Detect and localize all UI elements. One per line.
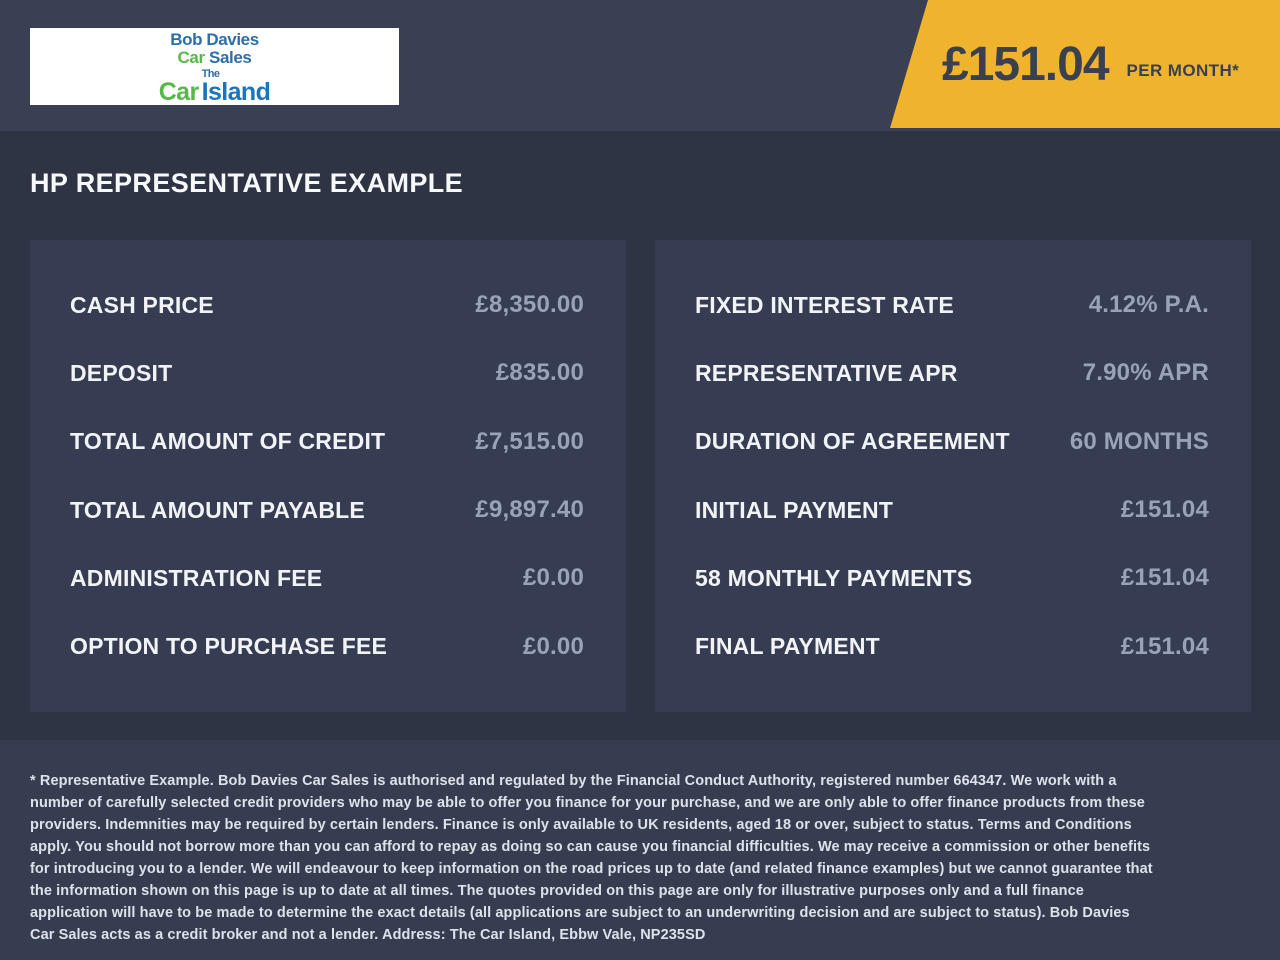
logo-line-the-car-island: Car The Island bbox=[158, 67, 271, 106]
row-value: £8,350.00 bbox=[475, 291, 584, 319]
row-label: DEPOSIT bbox=[70, 359, 173, 386]
row-value: £7,515.00 bbox=[475, 427, 584, 455]
logo-line-car-sales: Car Sales bbox=[178, 49, 252, 66]
table-row: TOTAL AMOUNT OF CREDIT £7,515.00 bbox=[70, 408, 584, 476]
row-label: TOTAL AMOUNT OF CREDIT bbox=[70, 428, 386, 455]
row-label: FIXED INTEREST RATE bbox=[695, 291, 954, 318]
row-label: 58 MONTHLY PAYMENTS bbox=[695, 564, 973, 591]
logo-text-island: Island bbox=[201, 77, 271, 106]
row-value: 60 MONTHS bbox=[1069, 427, 1209, 455]
logo-text-sales: Sales bbox=[204, 47, 252, 67]
table-row: OPTION TO PURCHASE FEE £0.00 bbox=[70, 613, 584, 681]
monthly-price-amount: £151.04 bbox=[942, 37, 1110, 91]
logo-text-car-2: Car bbox=[158, 77, 199, 106]
row-value: £835.00 bbox=[495, 359, 584, 387]
logo-text-the: The bbox=[201, 67, 220, 80]
logo-text-bob-davies: Bob Davies bbox=[170, 29, 259, 49]
table-row: INITIAL PAYMENT £151.04 bbox=[695, 476, 1209, 544]
row-label: INITIAL PAYMENT bbox=[695, 496, 894, 523]
header-band: Bob Davies Car Sales Car The Island £151… bbox=[0, 0, 1280, 131]
row-value: £151.04 bbox=[1120, 632, 1209, 660]
row-label: FINAL PAYMENT bbox=[695, 633, 880, 660]
row-label: OPTION TO PURCHASE FEE bbox=[70, 633, 388, 660]
row-label: REPRESENTATIVE APR bbox=[695, 359, 958, 386]
table-row: FIXED INTEREST RATE 4.12% P.A. bbox=[695, 271, 1209, 339]
table-row: 58 MONTHLY PAYMENTS £151.04 bbox=[695, 544, 1209, 612]
row-value: £151.04 bbox=[1120, 496, 1209, 524]
table-row: FINAL PAYMENT £151.04 bbox=[695, 613, 1209, 681]
table-row: DURATION OF AGREEMENT 60 MONTHS bbox=[695, 408, 1209, 476]
footer-band: * Representative Example. Bob Davies Car… bbox=[0, 740, 1280, 960]
row-label: DURATION OF AGREEMENT bbox=[695, 428, 1010, 455]
table-row: CASH PRICE £8,350.00 bbox=[70, 271, 584, 339]
row-value: 4.12% P.A. bbox=[1088, 291, 1209, 319]
logo-text-car: Car bbox=[177, 47, 206, 67]
finance-panel-left: CASH PRICE £8,350.00 DEPOSIT £835.00 TOT… bbox=[30, 240, 626, 712]
row-value: £151.04 bbox=[1120, 564, 1209, 592]
logo-line-bob-davies: Bob Davies bbox=[170, 31, 259, 48]
monthly-price-banner: £151.04 PER MONTH* bbox=[890, 0, 1280, 128]
row-value: £0.00 bbox=[522, 632, 584, 660]
table-row: TOTAL AMOUNT PAYABLE £9,897.40 bbox=[70, 476, 584, 544]
dealer-logo: Bob Davies Car Sales Car The Island bbox=[30, 28, 399, 105]
logo-island-wrap: The Island bbox=[201, 67, 271, 106]
table-row: ADMINISTRATION FEE £0.00 bbox=[70, 544, 584, 612]
page-title: HP REPRESENTATIVE EXAMPLE bbox=[30, 168, 464, 198]
monthly-price-period: PER MONTH* bbox=[1126, 61, 1240, 80]
table-row: REPRESENTATIVE APR 7.90% APR bbox=[695, 339, 1209, 407]
row-value: £0.00 bbox=[522, 564, 584, 592]
finance-panel-right: FIXED INTEREST RATE 4.12% P.A. REPRESENT… bbox=[655, 240, 1251, 712]
row-label: CASH PRICE bbox=[70, 291, 214, 318]
row-label: TOTAL AMOUNT PAYABLE bbox=[70, 496, 365, 523]
row-value: 7.90% APR bbox=[1082, 359, 1209, 387]
disclaimer-text: * Representative Example. Bob Davies Car… bbox=[30, 773, 1153, 943]
table-row: DEPOSIT £835.00 bbox=[70, 339, 584, 407]
row-label: ADMINISTRATION FEE bbox=[70, 564, 323, 591]
row-value: £9,897.40 bbox=[475, 496, 584, 524]
